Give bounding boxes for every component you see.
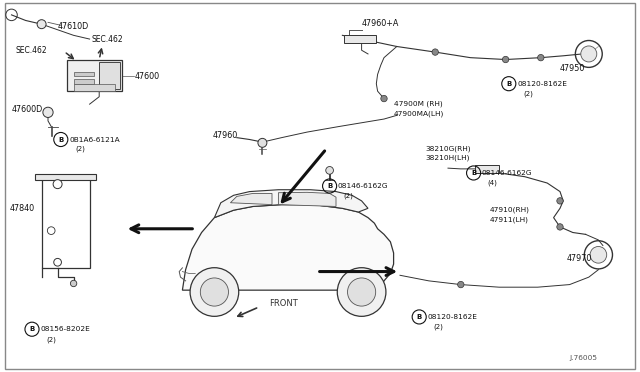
Bar (42, 177, 90, 268)
Text: 47900M (RH): 47900M (RH) (394, 101, 442, 108)
Text: B: B (58, 137, 63, 142)
Ellipse shape (432, 49, 438, 55)
Text: (2): (2) (344, 193, 353, 199)
Ellipse shape (47, 227, 55, 234)
Text: B: B (417, 314, 422, 320)
Text: 08120-8162E: 08120-8162E (517, 81, 567, 87)
Text: 08120-8162E: 08120-8162E (428, 314, 477, 320)
Polygon shape (230, 193, 272, 205)
Text: 47600D: 47600D (12, 105, 43, 114)
Text: 47960+A: 47960+A (362, 19, 399, 28)
Ellipse shape (70, 280, 77, 287)
Bar (99, 62, 120, 89)
Text: B: B (506, 81, 511, 87)
Polygon shape (278, 192, 336, 206)
Ellipse shape (502, 56, 509, 63)
Bar (74, 72, 94, 76)
Text: SEC.462: SEC.462 (16, 46, 47, 55)
Text: (2): (2) (433, 324, 443, 330)
Text: SEC.462: SEC.462 (92, 35, 123, 44)
Polygon shape (182, 205, 394, 290)
Text: 38210H(LH): 38210H(LH) (426, 155, 470, 161)
Bar (344, 35, 376, 43)
Text: B: B (471, 170, 476, 176)
Ellipse shape (557, 198, 563, 204)
Bar (74, 84, 115, 91)
Ellipse shape (258, 138, 267, 147)
Ellipse shape (348, 278, 376, 306)
Text: J.76005: J.76005 (570, 355, 598, 361)
Ellipse shape (326, 167, 333, 174)
Ellipse shape (538, 54, 544, 61)
Text: B: B (327, 183, 332, 189)
Bar (35, 174, 96, 180)
Bar (67, 60, 122, 91)
Text: 08146-6162G: 08146-6162G (338, 183, 388, 189)
Ellipse shape (581, 46, 597, 62)
Polygon shape (214, 190, 368, 218)
Text: 47610D: 47610D (58, 22, 89, 31)
Ellipse shape (381, 95, 387, 102)
Ellipse shape (458, 281, 464, 288)
Ellipse shape (190, 268, 239, 316)
Ellipse shape (37, 20, 46, 29)
Text: FRONT: FRONT (269, 299, 298, 308)
Text: 0B1A6-6121A: 0B1A6-6121A (69, 137, 120, 142)
Ellipse shape (54, 259, 61, 266)
Ellipse shape (200, 278, 228, 306)
Text: (4): (4) (488, 180, 497, 186)
Text: (2): (2) (46, 336, 56, 343)
Text: 47911(LH): 47911(LH) (490, 216, 529, 223)
Bar (475, 165, 499, 173)
Bar (74, 79, 94, 84)
Text: 47910(RH): 47910(RH) (490, 207, 530, 214)
Text: 47960: 47960 (213, 131, 238, 140)
Text: B: B (29, 326, 35, 332)
Text: (2): (2) (523, 90, 532, 97)
Text: 47900MA(LH): 47900MA(LH) (394, 110, 444, 117)
Text: (2): (2) (75, 145, 84, 152)
Text: 08156-8202E: 08156-8202E (40, 326, 90, 332)
Ellipse shape (590, 247, 607, 263)
Text: 08146-6162G: 08146-6162G (482, 170, 532, 176)
Text: 47950: 47950 (560, 64, 586, 73)
Text: 47600: 47600 (135, 72, 160, 81)
Text: 47840: 47840 (10, 204, 35, 213)
Text: 38210G(RH): 38210G(RH) (426, 145, 471, 152)
Ellipse shape (337, 268, 386, 316)
Ellipse shape (43, 107, 53, 118)
Ellipse shape (557, 224, 563, 230)
Text: 47970: 47970 (566, 254, 592, 263)
Ellipse shape (53, 180, 62, 189)
